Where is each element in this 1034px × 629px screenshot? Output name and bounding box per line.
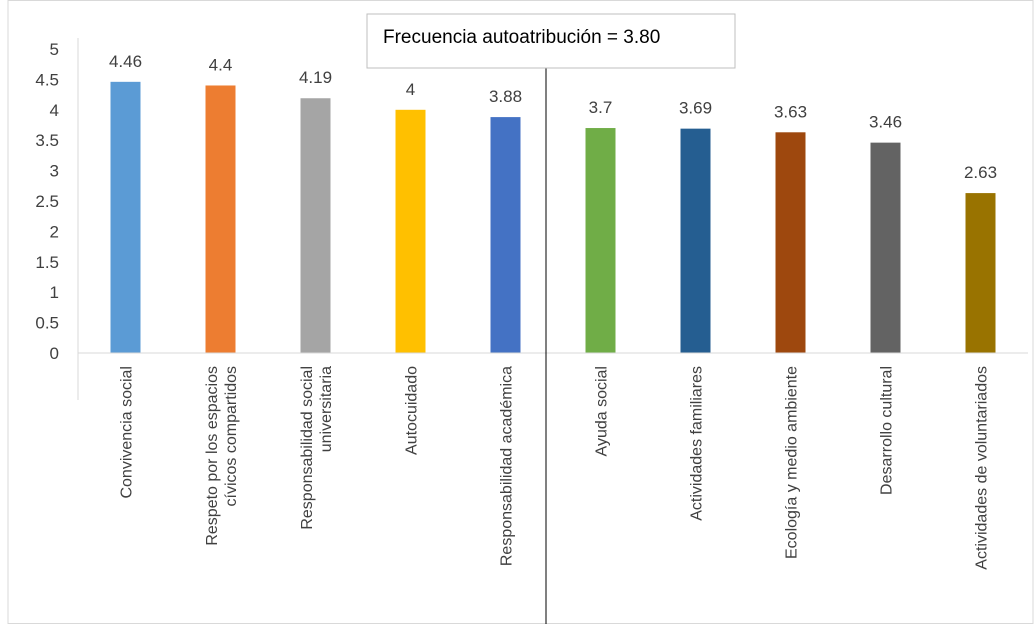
bar <box>490 117 521 353</box>
x-tick-label: Autocuidado <box>404 366 421 455</box>
data-label: 3.69 <box>679 99 712 118</box>
y-tick-label: 2 <box>50 222 59 241</box>
bar <box>965 193 996 353</box>
x-tick-label-line: Autocuidado <box>404 366 421 455</box>
annotation-text: Frecuencia autoatribución = 3.80 <box>383 27 660 48</box>
data-label: 3.46 <box>869 113 902 132</box>
y-tick-label: 1 <box>50 283 59 302</box>
x-tick-label: Desarrollo cultural <box>879 366 896 495</box>
bar <box>205 85 236 353</box>
bar <box>680 128 711 353</box>
x-tick-label: Responsabilidad social universitaria <box>299 366 335 530</box>
x-tick-label-line: Actividades familiares <box>689 366 706 521</box>
x-tick-label: Ayuda social <box>594 366 611 456</box>
x-tick-label: Responsabilidad académica <box>499 366 516 566</box>
x-tick-label-line: Ecología y medio ambiente <box>784 366 801 559</box>
x-tick-label: Convivencia social <box>119 366 136 499</box>
x-tick-label-line: universitaria <box>318 366 335 452</box>
x-tick-label-line: Convivencia social <box>119 366 136 499</box>
data-label: 3.63 <box>774 102 807 121</box>
x-tick-label-line: Ayuda social <box>594 366 611 456</box>
y-tick-label: 4 <box>50 101 59 120</box>
x-tick-label: Respeto por los espacios cívicos comparti… <box>204 366 240 546</box>
x-tick-label-line: Desarrollo cultural <box>879 366 896 495</box>
x-tick-label-line: cívicos compartidos <box>223 366 240 507</box>
y-tick-label: 3.5 <box>35 131 59 150</box>
annotation-box-border <box>366 13 736 69</box>
y-tick-label: 2.5 <box>35 192 59 211</box>
bar <box>300 98 331 353</box>
y-tick-label: 1.5 <box>35 253 59 272</box>
bar <box>775 132 806 353</box>
x-tick-label-line: Responsabilidad social <box>299 366 316 530</box>
bars <box>110 81 996 353</box>
x-tick-label-line: Actividades de voluntariados <box>974 366 991 570</box>
data-label: 4.46 <box>109 52 142 71</box>
y-tick-label: 4.5 <box>35 70 59 89</box>
x-axis-labels: Convivencia social Respeto por los espaci… <box>119 366 991 570</box>
annotation-box: Frecuencia autoatribución = 3.80 <box>366 13 736 69</box>
data-label: 3.88 <box>489 87 522 106</box>
y-tick-label: 0.5 <box>35 314 59 333</box>
y-axis: 0 0.5 1 1.5 2 2.5 3 3.5 4 4.5 5 <box>35 38 79 400</box>
y-tick-label: 0 <box>50 344 59 363</box>
x-tick-label-line: Respeto por los espacios <box>204 366 221 546</box>
y-tick-label: 5 <box>50 40 59 59</box>
bar <box>870 142 901 353</box>
y-tick-label: 3 <box>50 162 59 181</box>
data-label: 4.19 <box>299 68 332 87</box>
bar <box>110 81 141 353</box>
bar <box>585 128 616 353</box>
data-label: 4.4 <box>209 55 233 74</box>
data-label: 3.7 <box>589 98 613 117</box>
bar <box>395 109 426 353</box>
x-tick-label: Actividades de voluntariados <box>974 366 991 570</box>
value-labels: 4.46 4.4 4.19 4 3.88 3.7 3.69 3.63 3.46 2.63 <box>109 52 997 182</box>
x-tick-label: Actividades familiares <box>689 366 706 521</box>
data-label: 2.63 <box>964 163 997 182</box>
x-tick-label: Ecología y medio ambiente <box>784 366 801 559</box>
data-label: 4 <box>406 80 415 99</box>
x-tick-label-line: Responsabilidad académica <box>499 366 516 566</box>
